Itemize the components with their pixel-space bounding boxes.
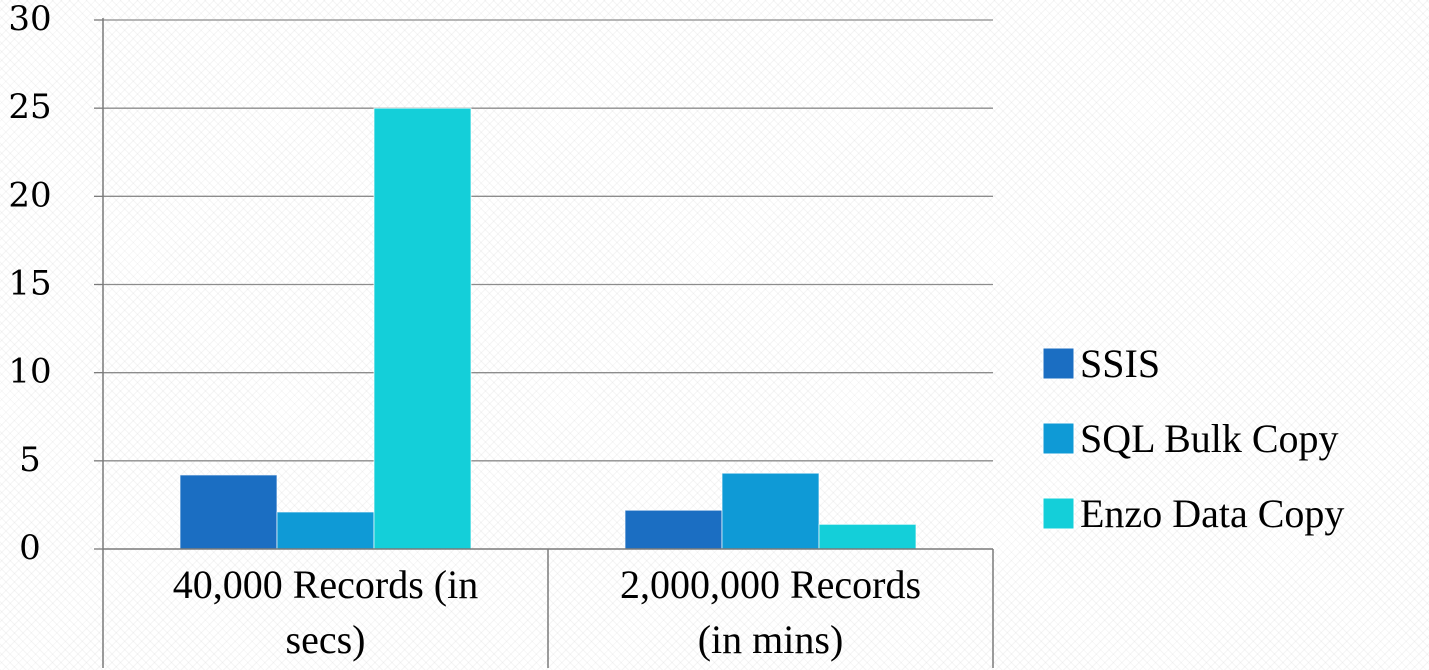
category-label: 2,000,000 Records	[620, 562, 921, 607]
y-tick-label: 10	[8, 352, 51, 392]
legend-label: Enzo Data Copy	[1080, 491, 1344, 536]
bar-ssis-cat1	[179, 474, 278, 550]
legend-label: SQL Bulk Copy	[1080, 416, 1339, 461]
category-label: (in mins)	[698, 617, 844, 662]
y-tick-label: 15	[8, 264, 51, 304]
legend-swatch	[1042, 497, 1075, 530]
legend-swatch	[1042, 422, 1075, 455]
y-tick-label: 20	[8, 175, 51, 215]
bars	[179, 107, 917, 550]
y-tick-label: 0	[19, 528, 41, 568]
bar-enzo-data-copy-cat2	[818, 523, 917, 550]
bar-enzo-data-copy-cat1	[373, 107, 472, 550]
bar-sql-bulk-copy-cat1	[276, 511, 375, 550]
axes	[102, 18, 994, 668]
y-tick-label: 25	[8, 87, 51, 127]
bar-sql-bulk-copy-cat2	[721, 472, 820, 550]
category-label: 40,000 Records (in	[173, 562, 479, 607]
legend-swatch	[1042, 347, 1075, 380]
legend-label: SSIS	[1080, 341, 1160, 386]
y-axis-tick-labels: 0 5 10 15 20 25 30	[8, 0, 51, 568]
legend: SSIS SQL Bulk Copy Enzo Data Copy	[1042, 341, 1344, 536]
gridlines	[94, 19, 993, 550]
y-tick-label: 30	[8, 0, 51, 39]
category-label: secs)	[286, 617, 366, 662]
bar-ssis-cat2	[624, 509, 723, 550]
y-tick-label: 5	[19, 440, 41, 480]
category-labels: 40,000 Records (in secs) 2,000,000 Records…	[173, 562, 921, 662]
